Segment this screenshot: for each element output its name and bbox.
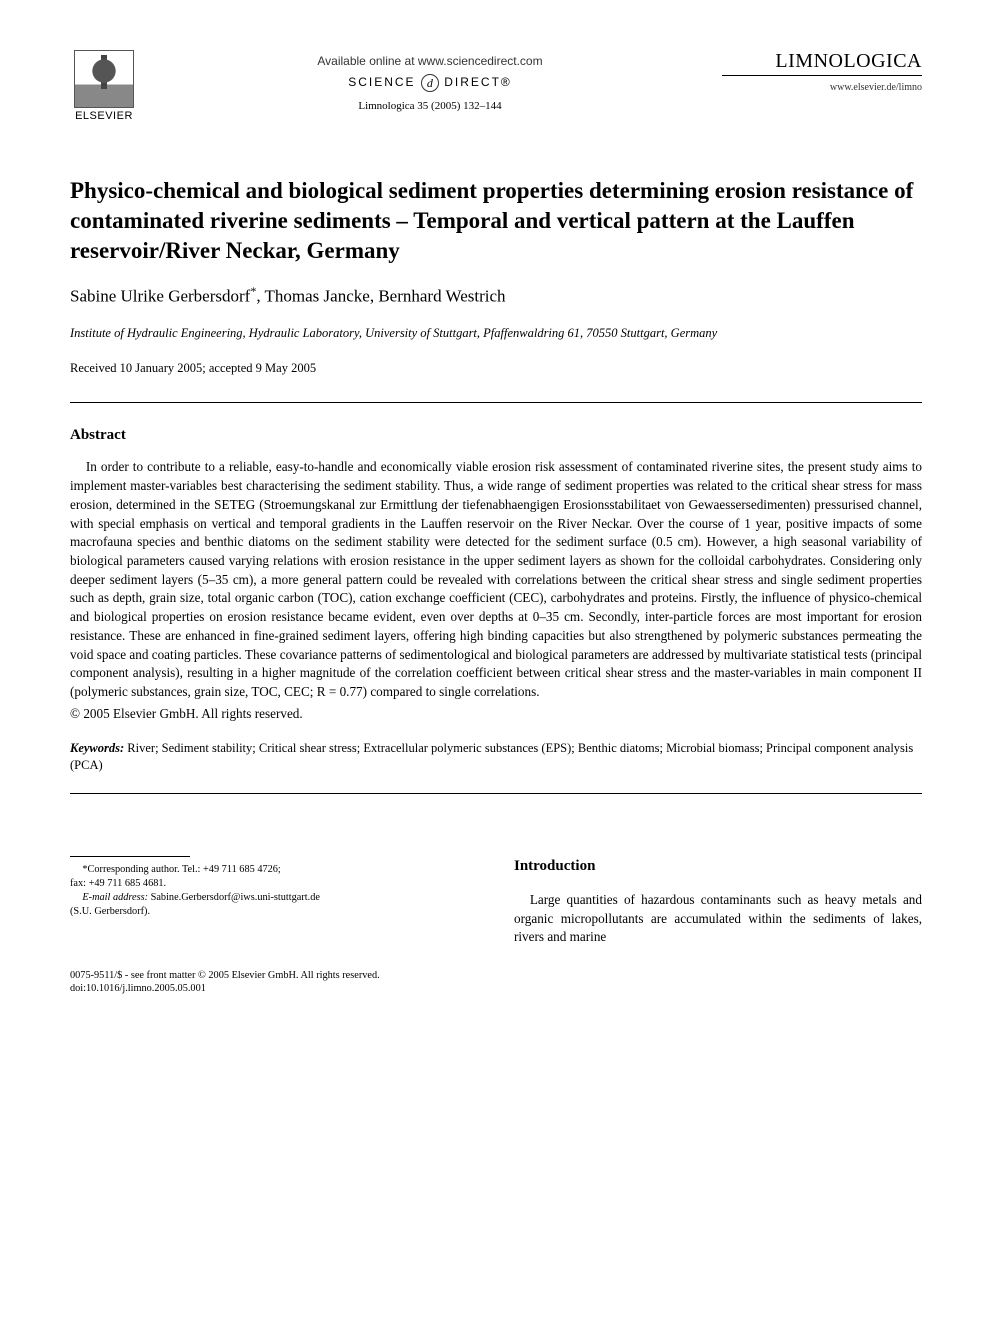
available-online-text: Available online at www.sciencedirect.co… — [138, 54, 722, 68]
journal-url: www.elsevier.de/limno — [722, 82, 922, 93]
author-3: Bernhard Westrich — [378, 286, 505, 305]
page-footer: 0075-9511/$ - see front matter © 2005 El… — [70, 969, 922, 996]
introduction-body: Large quantities of hazardous contaminan… — [514, 891, 922, 947]
article-dates: Received 10 January 2005; accepted 9 May… — [70, 361, 922, 376]
science-direct-logo: SCIENCE d DIRECT® — [138, 74, 722, 92]
footnote-email-line: E-mail address: Sabine.Gerbersdorf@iws.u… — [70, 891, 478, 905]
copyright-line: © 2005 Elsevier GmbH. All rights reserve… — [70, 706, 922, 722]
email-label: E-mail address: — [82, 892, 148, 903]
abstract-body: In order to contribute to a reliable, ea… — [70, 458, 922, 702]
keywords-label: Keywords: — [70, 741, 124, 755]
introduction-heading: Introduction — [514, 856, 922, 877]
page-header: ELSEVIER Available online at www.science… — [70, 50, 922, 128]
publisher-name: ELSEVIER — [75, 110, 133, 122]
sd-right: DIRECT® — [444, 75, 512, 89]
affiliation: Institute of Hydraulic Engineering, Hydr… — [70, 326, 922, 341]
corresponding-footnote: *Corresponding author. Tel.: +49 711 685… — [70, 863, 478, 919]
footer-doi: doi:10.1016/j.limno.2005.05.001 — [70, 982, 922, 995]
article-title: Physico-chemical and biological sediment… — [70, 176, 922, 266]
footnote-tel: *Corresponding author. Tel.: +49 711 685… — [70, 863, 478, 877]
email-attribution: (S.U. Gerbersdorf). — [70, 905, 478, 919]
journal-rule — [722, 75, 922, 76]
elsevier-logo: ELSEVIER — [70, 50, 138, 128]
two-column-region: *Corresponding author. Tel.: +49 711 685… — [70, 856, 922, 947]
abstract-heading: Abstract — [70, 427, 922, 444]
footnote-rule — [70, 856, 190, 857]
footnote-fax: fax: +49 711 685 4681. — [70, 877, 478, 891]
right-column: Introduction Large quantities of hazardo… — [514, 856, 922, 947]
sd-left: SCIENCE — [348, 75, 415, 89]
left-column: *Corresponding author. Tel.: +49 711 685… — [70, 856, 478, 947]
author-sep: , — [256, 286, 264, 305]
journal-reference: Limnologica 35 (2005) 132–144 — [138, 100, 722, 112]
rule-below-keywords — [70, 793, 922, 794]
journal-name: LIMNOLOGICA — [722, 50, 922, 73]
footer-front-matter: 0075-9511/$ - see front matter © 2005 El… — [70, 969, 922, 982]
sd-symbol-icon: d — [421, 74, 439, 92]
author-1: Sabine Ulrike Gerbersdorf — [70, 286, 250, 305]
keywords-block: Keywords: River; Sediment stability; Cri… — [70, 740, 922, 775]
keywords-text: River; Sediment stability; Critical shea… — [70, 741, 913, 773]
email-address: Sabine.Gerbersdorf@iws.uni-stuttgart.de — [148, 892, 320, 903]
journal-logo-column: LIMNOLOGICA www.elsevier.de/limno — [722, 50, 922, 93]
elsevier-tree-icon — [74, 50, 134, 108]
author-2: Thomas Jancke — [265, 286, 370, 305]
authors-line: Sabine Ulrike Gerbersdorf*, Thomas Janck… — [70, 284, 922, 307]
header-center: Available online at www.sciencedirect.co… — [138, 50, 722, 112]
rule-above-abstract — [70, 402, 922, 403]
